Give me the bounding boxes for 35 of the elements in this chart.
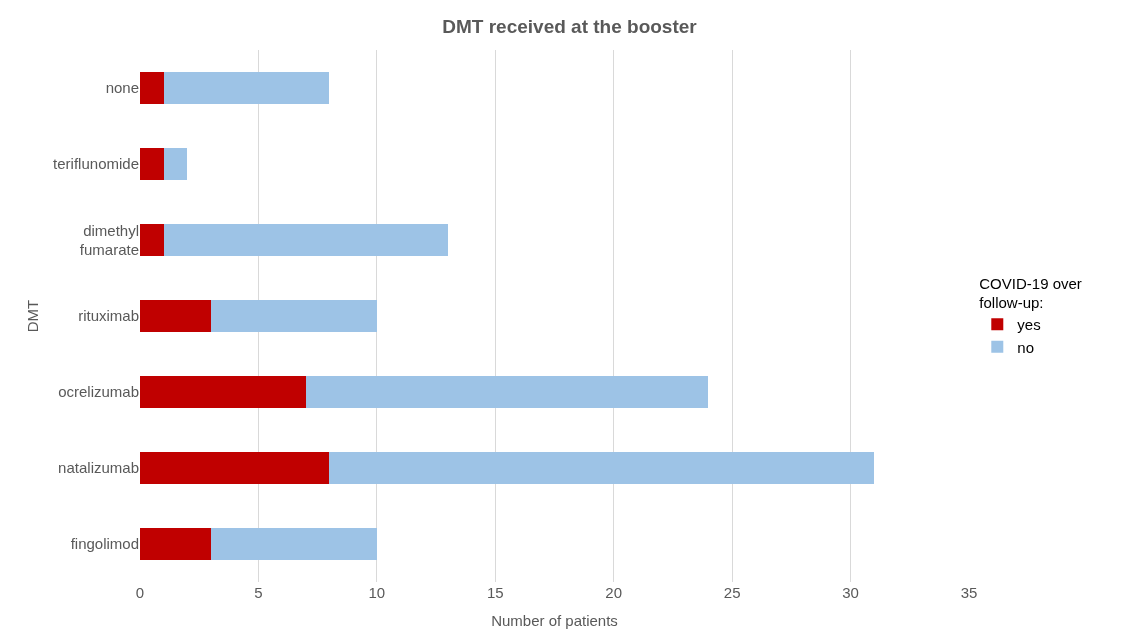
bar	[163, 224, 448, 256]
bar	[140, 452, 330, 484]
y-tick-label: ocrelizumab	[58, 383, 139, 401]
bar	[211, 300, 377, 332]
bar	[140, 148, 164, 180]
chart-title: DMT received at the booster	[442, 15, 698, 37]
x-tick-label: 5	[254, 584, 263, 601]
x-tick-label: 25	[723, 584, 741, 601]
bar	[140, 528, 212, 560]
y-tick-label: fingolimod	[70, 535, 139, 553]
x-tick-label: 20	[605, 584, 623, 601]
y-tick-label: teriflunomide	[53, 155, 139, 173]
bar	[140, 224, 164, 256]
y-tick-label: natalizumab	[58, 459, 139, 477]
legend-label: yes	[1017, 316, 1041, 334]
bar	[329, 452, 875, 484]
bar	[140, 72, 164, 104]
x-tick-label: 30	[842, 584, 859, 601]
y-tick-label: rituximab	[78, 307, 139, 325]
bar	[140, 376, 306, 408]
bar	[140, 300, 212, 332]
bar	[163, 72, 330, 104]
y-axis-title: DMT	[24, 299, 42, 333]
legend-title: COVID-19 over follow-up:	[979, 274, 1082, 311]
x-tick-label: 15	[486, 584, 504, 601]
x-axis-title: Number of patients	[491, 612, 618, 629]
x-tick-label: 35	[960, 584, 978, 601]
x-tick-label: 0	[135, 584, 145, 601]
bar	[305, 376, 709, 408]
y-tick-label: dimethyl fumarate	[79, 221, 139, 258]
y-tick-label: none	[105, 79, 139, 97]
x-tick-label: 10	[368, 584, 386, 601]
legend-label: no	[1017, 338, 1034, 356]
bar	[163, 148, 188, 180]
bar	[211, 528, 377, 560]
